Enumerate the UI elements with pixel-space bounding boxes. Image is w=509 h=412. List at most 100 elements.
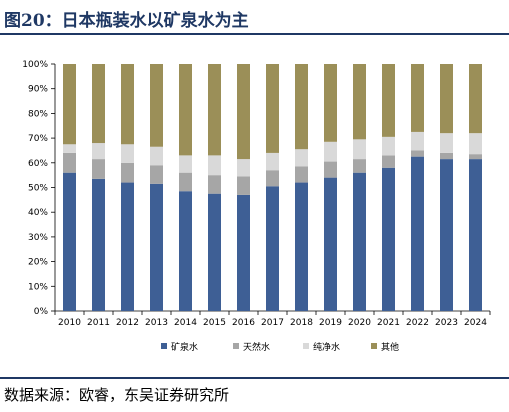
y-tick-label: 0% [34,307,49,317]
x-tick-label: 2018 [290,318,313,328]
bar-segment [266,64,279,153]
x-tick-label: 2020 [348,318,371,328]
bar-segment [179,172,192,192]
bar-segment [121,182,134,311]
bar-segment [440,152,453,160]
bar-segment [266,170,279,187]
x-tick-label: 2010 [58,318,81,328]
bar-segment [469,159,482,311]
legend-swatch [303,343,309,349]
bar-segment [295,149,308,167]
bar-segment [411,131,424,151]
bar-segment [208,64,221,156]
x-tick-label: 2013 [145,318,168,328]
bar-segment [411,64,424,132]
bar-segment [150,64,163,147]
bar-segment [179,191,192,311]
bar-segment [295,166,308,183]
bar-segment [63,64,76,145]
y-tick-label: 70% [28,134,48,144]
bar-segment [121,144,134,163]
bar-segment [353,159,366,173]
bar-segment [63,152,76,173]
bar-segment [295,64,308,150]
x-tick-label: 2015 [203,318,226,328]
bar-segment [382,136,395,156]
y-tick-label: 40% [28,208,48,218]
bar-segment [179,64,192,156]
chart-title: 图20：日本瓶装水以矿泉水为主 [4,11,249,31]
y-tick-label: 10% [28,282,48,292]
y-tick-label: 50% [28,184,48,194]
y-tick-label: 100% [22,60,48,70]
bar-segment [324,177,337,311]
source-rule [0,377,509,379]
bar-segment [208,193,221,311]
bar-segment [353,64,366,140]
legend-swatch [161,343,167,349]
bar-segment [237,64,250,160]
bar-segment [353,139,366,160]
x-tick-label: 2014 [174,318,197,328]
bar-segment [237,176,250,195]
bar-segment [382,64,395,137]
bar-segment [266,186,279,311]
bar-segment [382,167,395,311]
x-tick-label: 2021 [377,318,400,328]
bar-segment [382,155,395,168]
bar-segment [92,64,105,144]
legend: 矿泉水 天然水 纯净水 其他 [161,341,399,353]
bar-segment [92,143,105,160]
x-tick-label: 2024 [464,318,487,328]
bar-segment [440,64,453,134]
bar-segment [150,165,163,184]
title-rule [0,33,509,35]
x-tick-label: 2019 [319,318,342,328]
bar-segment [92,178,105,311]
y-tick-label: 20% [28,258,48,268]
bar-segment [150,183,163,311]
bar-segment [208,175,221,194]
legend-swatch [371,343,377,349]
bar-segment [411,150,424,157]
x-tick-label: 2016 [232,318,255,328]
y-tick-label: 90% [28,85,48,95]
bar-segment [469,64,482,134]
x-tick-label: 2012 [116,318,139,328]
legend-swatch [233,343,239,349]
bar-segment [353,172,366,311]
bar-segment [324,141,337,162]
source-note: 数据来源：欧睿，东吴证券研究所 [4,386,230,404]
bar-segment [121,162,134,183]
bar-segment [63,172,76,311]
bar-segment [63,144,76,153]
bar-segment [324,161,337,178]
bar-segment [469,154,482,160]
bar-segment [208,155,221,176]
bar-segment [469,133,482,155]
x-tick-label: 2011 [87,318,110,328]
y-tick-label: 30% [28,233,48,243]
bar-segment [92,159,105,179]
bar-segment [237,159,250,177]
bar-segment [411,156,424,311]
legend-label: 纯净水 [313,341,340,353]
x-tick-label: 2022 [406,318,429,328]
bar-segment [266,152,279,171]
legend-label: 其他 [381,341,399,353]
x-tick-label: 2017 [261,318,284,328]
bar-segment [121,64,134,145]
bar-segment [150,146,163,166]
y-tick-label: 60% [28,159,48,169]
stacked-bar-chart: 0% 10% 20% 30% 40% 50% 60% 70% 80% 90% 100% 2010 201… [22,60,491,353]
bar-segment [440,133,453,153]
y-tick-label: 80% [28,109,48,119]
bar-segment [179,155,192,173]
bar-segment [324,64,337,142]
bar-segment [440,159,453,311]
legend-label: 矿泉水 [171,341,198,353]
plot-area: 0% 10% 20% 30% 40% 50% 60% 70% 80% 90% 100% 2010 201… [22,60,491,328]
bar-segment [295,182,308,311]
legend-label: 天然水 [243,341,270,353]
bar-segment [237,194,250,311]
